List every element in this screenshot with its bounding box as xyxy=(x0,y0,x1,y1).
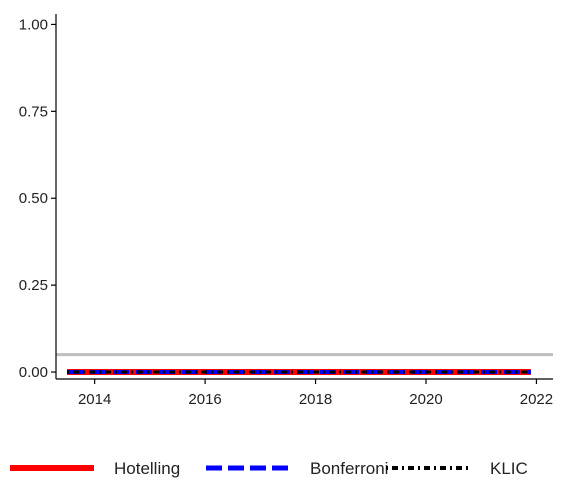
x-tick-label: 2016 xyxy=(188,391,221,408)
x-tick-label: 2014 xyxy=(78,391,111,408)
x-tick-label: 2020 xyxy=(409,391,442,408)
plot-area xyxy=(56,353,553,376)
x-tick-label: 2018 xyxy=(299,391,332,408)
y-tick-label: 0.25 xyxy=(19,277,48,294)
y-tick-label: 0.75 xyxy=(19,103,48,120)
x-tick-label: 2022 xyxy=(520,391,553,408)
y-tick-label: 0.50 xyxy=(19,190,48,207)
legend-label-klic: KLIC xyxy=(490,459,528,478)
legend-label-hotelling: Hotelling xyxy=(114,459,180,478)
y-tick-label: 0.00 xyxy=(19,364,48,381)
y-tick-label: 1.00 xyxy=(19,16,48,33)
axes: 0.00 0.25 0.50 0.75 1.00 2014 2016 2018 2020 2022 xyxy=(19,14,553,408)
legend-label-bonferroni: Bonferroni xyxy=(310,459,388,478)
legend: Hotelling Bonferroni KLIC xyxy=(10,459,528,478)
